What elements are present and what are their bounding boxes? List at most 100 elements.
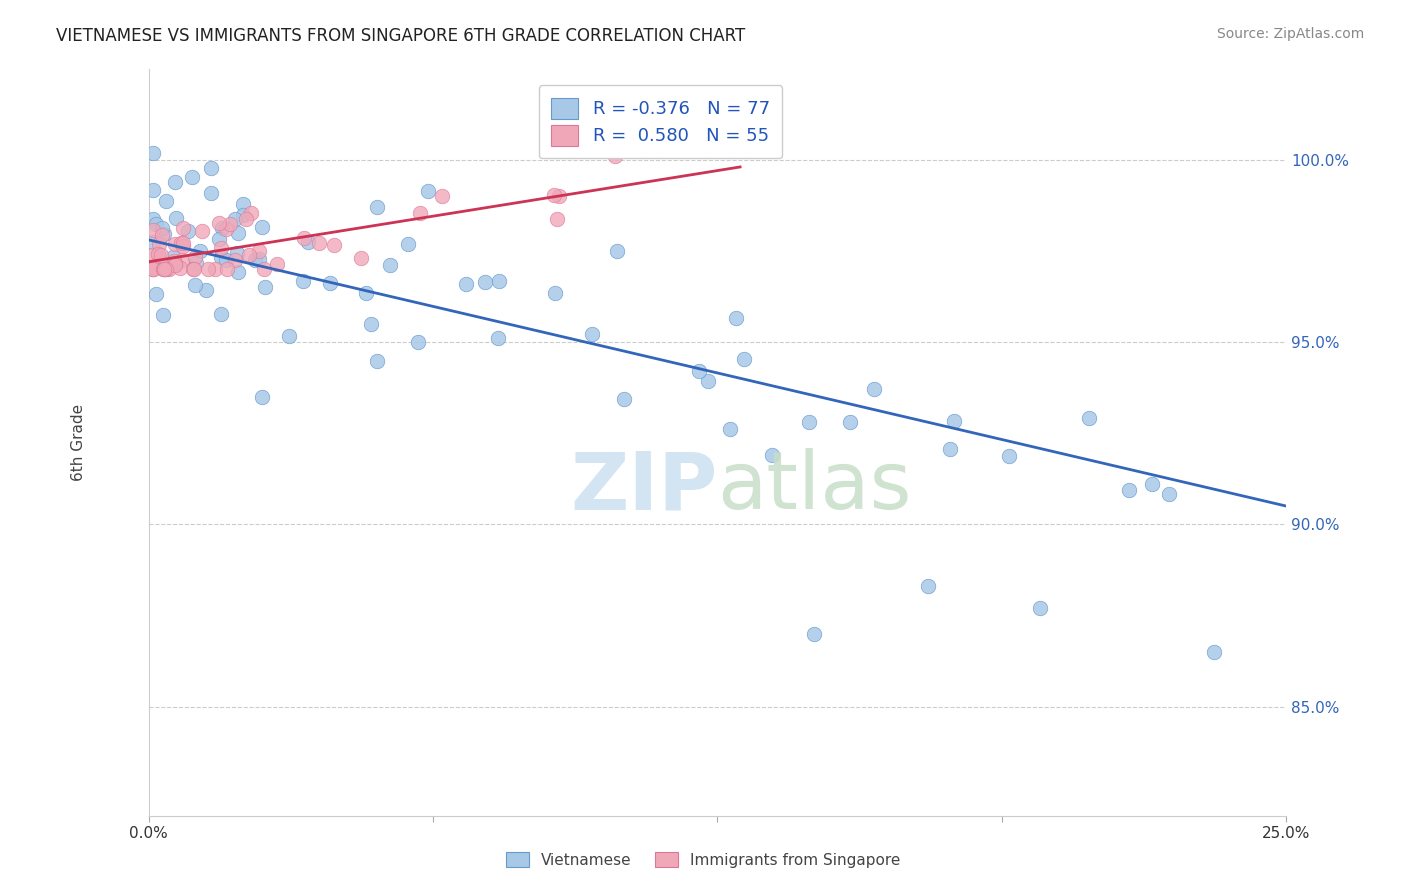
Point [486,331,509,345]
Point [163,237,186,252]
Point [761,448,783,462]
Point [163,256,186,270]
Point [149,248,172,262]
Point [546,212,568,227]
Point [200,161,222,175]
Point [184,255,207,269]
Point [488,274,510,288]
Point [163,175,186,189]
Point [278,329,301,343]
Point [718,422,741,436]
Point [209,241,232,255]
Point [177,224,200,238]
Point [354,285,377,300]
Point [183,250,205,264]
Point [225,246,247,260]
Legend: R = -0.376   N = 77, R =  0.580   N = 55: R = -0.376 N = 77, R = 0.580 N = 55 [538,85,783,158]
Point [211,221,233,235]
Point [153,227,176,241]
Point [148,237,170,252]
Point [152,262,174,277]
Point [152,309,174,323]
Point [688,364,710,378]
Point [350,251,373,265]
Point [169,260,191,275]
Point [200,186,222,201]
Point [163,258,186,272]
Point [157,262,180,277]
Point [606,244,628,258]
Point [181,262,204,277]
Point [172,239,194,253]
Point [209,306,232,320]
Point [733,352,755,367]
Point [547,189,569,203]
Point [142,223,165,237]
Point [172,235,194,250]
Point [319,277,342,291]
Point [613,392,636,407]
Point [939,442,962,457]
Point [162,250,184,264]
Point [145,217,167,231]
Point [155,262,177,277]
Point [250,390,273,404]
Point [226,226,249,240]
Point [416,184,439,198]
Point [142,262,165,277]
Point [238,248,260,262]
Point [917,579,939,593]
Point [360,318,382,332]
Point [184,278,207,293]
Point [215,222,238,236]
Point [232,196,254,211]
Point [142,235,165,249]
Point [253,262,276,277]
Point [155,194,177,208]
Point [180,170,202,185]
Point [408,206,430,220]
Point [165,211,187,225]
Point [292,230,315,244]
Point [208,232,231,246]
Point [142,262,165,277]
Point [838,415,860,429]
Point [803,626,825,640]
Text: Source: ZipAtlas.com: Source: ZipAtlas.com [1216,27,1364,41]
Point [240,206,263,220]
Point [543,188,565,202]
Point [191,224,214,238]
Point [235,211,257,226]
Point [188,244,211,258]
Point [170,252,193,267]
Point [406,335,429,350]
Point [430,189,453,203]
Point [219,217,242,231]
Point [152,228,174,243]
Point [1118,483,1140,498]
Point [863,382,886,396]
Point [153,262,176,277]
Point [194,283,217,297]
Point [254,280,277,294]
Point [155,262,177,277]
Point [170,236,193,251]
Text: atlas: atlas [717,448,911,526]
Point [224,253,246,268]
Point [291,274,314,288]
Point [224,211,246,226]
Text: ZIP: ZIP [569,448,717,526]
Text: VIETNAMESE VS IMMIGRANTS FROM SINGAPORE 6TH GRADE CORRELATION CHART: VIETNAMESE VS IMMIGRANTS FROM SINGAPORE … [56,27,745,45]
Point [297,235,319,250]
Point [366,201,388,215]
Point [208,216,231,230]
Point [153,262,176,277]
Point [183,262,205,277]
Point [322,237,344,252]
Point [163,253,186,268]
Point [366,354,388,368]
Legend: Vietnamese, Immigrants from Singapore: Vietnamese, Immigrants from Singapore [498,844,908,875]
Point [797,415,820,429]
Point [1140,477,1163,491]
Point [378,259,401,273]
